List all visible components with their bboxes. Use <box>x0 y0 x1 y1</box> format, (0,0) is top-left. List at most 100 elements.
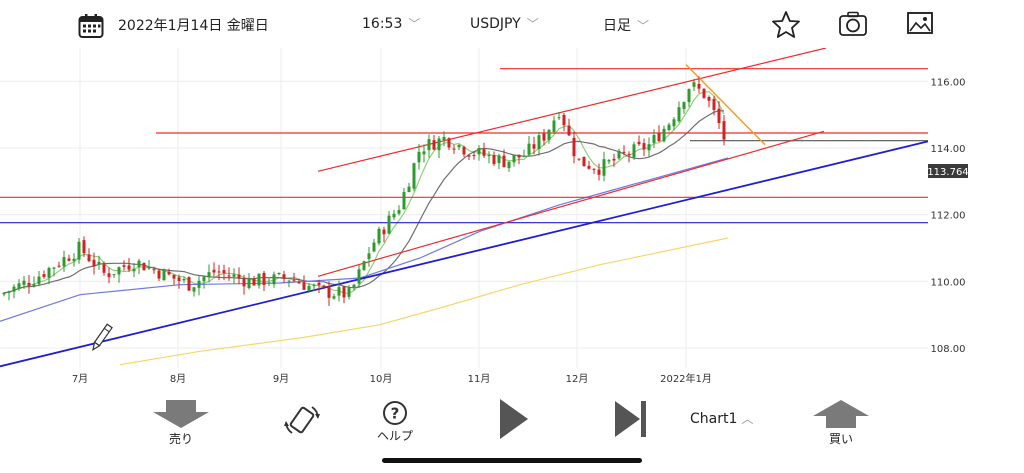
play-button[interactable] <box>497 398 531 440</box>
candle-body <box>347 287 351 297</box>
camera-icon[interactable] <box>838 10 868 42</box>
candle-body <box>182 279 186 281</box>
candle-body <box>292 280 296 282</box>
x-tick-label: 8月 <box>170 373 186 385</box>
candle-body <box>612 158 616 161</box>
candle-body <box>702 88 706 98</box>
candle-body <box>387 215 391 234</box>
channel-upper-line <box>317 48 827 172</box>
candle-body <box>692 82 696 87</box>
chart-grid <box>0 48 928 368</box>
candle-body <box>452 148 456 150</box>
gallery-icon[interactable] <box>905 10 935 42</box>
candle-body <box>32 284 36 286</box>
candle-body <box>442 136 446 141</box>
channel-lower-line <box>317 130 825 277</box>
chevron-up-icon: ︿ <box>741 412 754 426</box>
candle-body <box>657 133 661 142</box>
candle-body <box>242 278 246 287</box>
candle-body <box>312 285 316 287</box>
candle-body <box>2 292 6 295</box>
candle-body <box>437 138 441 151</box>
y-tick-label: 112.00 <box>931 211 966 222</box>
candle-body <box>87 254 91 262</box>
home-indicator[interactable] <box>382 458 642 463</box>
candle-body <box>662 128 666 142</box>
bottom-toolbar: 売り ? ヘルプ Chart1 ︿ <box>0 390 1024 473</box>
axis-labels: 116.00 114.00 112.00 110.00 108.00 7月 8月 9月 10月 1… <box>72 77 966 385</box>
chart-selector-label: Chart1 <box>690 411 738 427</box>
candle-body <box>7 291 11 293</box>
candle-body <box>217 271 221 273</box>
candle-body <box>377 228 381 244</box>
candle-body <box>357 269 361 284</box>
ma-very-long-line <box>119 237 729 366</box>
candle-body <box>77 241 81 260</box>
skip-forward-button[interactable] <box>612 399 650 439</box>
candle-body <box>167 271 171 275</box>
current-price-badge: 113.764 <box>927 164 969 178</box>
pencil-icon[interactable] <box>91 323 113 351</box>
candle-body <box>527 143 531 155</box>
price-chart[interactable]: 116.00 114.00 112.00 110.00 108.00 7月 8月 9月 10月 1… <box>0 48 1024 390</box>
x-tick-label: 12月 <box>566 373 589 385</box>
candle-body <box>287 280 291 282</box>
candle-body <box>537 135 541 150</box>
timeframe-selector[interactable]: 日足 ﹀ <box>603 15 649 35</box>
candle-body <box>637 141 641 145</box>
chart-selector[interactable]: Chart1 ︿ <box>690 410 753 427</box>
rotate-button[interactable] <box>284 403 322 441</box>
candle-body <box>47 267 51 278</box>
candle-body <box>102 264 106 273</box>
x-tick-label: 2022年1月 <box>660 372 712 385</box>
sell-label: 売り <box>168 432 193 446</box>
help-button[interactable]: ? ヘルプ <box>370 400 420 450</box>
candle-body <box>272 274 276 285</box>
candle-body <box>17 283 21 289</box>
candle-body <box>492 155 496 165</box>
candle-body <box>97 261 101 265</box>
x-tick-label: 7月 <box>72 373 88 385</box>
sell-button[interactable]: 売り <box>150 400 212 448</box>
candle-body <box>707 97 711 101</box>
candle-body <box>62 257 66 267</box>
skip-forward-icon <box>615 401 646 437</box>
x-tick-label: 11月 <box>468 373 491 385</box>
candle-body <box>52 267 56 269</box>
y-tick-label: 114.00 <box>931 144 966 155</box>
candle-body <box>587 165 591 169</box>
candle-body <box>602 159 606 176</box>
candle-body <box>447 138 451 148</box>
candle-body <box>472 155 476 157</box>
candle-body <box>327 286 331 298</box>
symbol-selector[interactable]: USDJPY ﹀ <box>470 15 539 32</box>
candle-body <box>22 280 26 285</box>
candle-body <box>557 117 561 119</box>
candle-body <box>307 285 311 291</box>
calendar-icon[interactable] <box>78 13 104 43</box>
time-selector[interactable]: 16:53 ﹀ <box>362 15 420 32</box>
candle-body <box>677 107 681 122</box>
candle-body <box>27 282 31 286</box>
candle-body <box>632 144 636 158</box>
candle-body <box>92 259 96 267</box>
candle-body <box>127 265 131 270</box>
star-icon[interactable] <box>771 10 801 44</box>
candle-body <box>297 281 301 284</box>
date-label[interactable]: 2022年1月14日 金曜日 <box>118 18 269 34</box>
candle-body <box>352 284 356 288</box>
candle-body <box>212 269 216 273</box>
buy-button[interactable]: 買い <box>810 400 872 448</box>
candle-body <box>342 286 346 298</box>
candle-body <box>427 139 431 151</box>
symbol-label: USDJPY <box>470 16 521 32</box>
candle-body <box>112 274 116 276</box>
candle-body <box>582 156 586 167</box>
candle-body <box>317 282 321 286</box>
candle-body <box>147 266 151 269</box>
candle-body <box>42 274 46 277</box>
svg-text:?: ? <box>391 405 400 423</box>
y-tick-label: 110.00 <box>931 277 966 288</box>
candle-body <box>572 137 576 157</box>
candle-body <box>627 153 631 155</box>
